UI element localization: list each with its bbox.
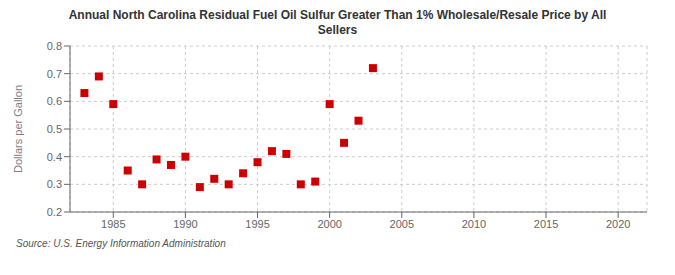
svg-text:2010: 2010 [462, 218, 486, 230]
svg-text:Dollars per Gallon: Dollars per Gallon [12, 85, 24, 173]
svg-text:0.8: 0.8 [47, 40, 62, 52]
svg-text:2005: 2005 [390, 218, 414, 230]
html-text:Sellers: Sellers [317, 23, 358, 37]
svg-text:0.2: 0.2 [47, 206, 62, 218]
svg-text:0.6: 0.6 [47, 95, 62, 107]
svg-text:0.3: 0.3 [47, 178, 62, 190]
html-text:Annual North Carolina Residual: Annual North Carolina Residual Fuel Oil … [68, 8, 607, 22]
svg-text:0.4: 0.4 [47, 151, 62, 163]
svg-text:1990: 1990 [173, 218, 197, 230]
svg-text:2000: 2000 [317, 218, 341, 230]
svg-text:2020: 2020 [606, 218, 630, 230]
svg-text:0.5: 0.5 [47, 123, 62, 135]
html-text:Source: U.S. Energy Informatio: Source: U.S. Energy Information Administ… [16, 238, 226, 249]
svg-text:0.7: 0.7 [47, 68, 62, 80]
svg-text:1985: 1985 [101, 218, 125, 230]
svg-text:1995: 1995 [245, 218, 269, 230]
svg-text:2015: 2015 [534, 218, 558, 230]
